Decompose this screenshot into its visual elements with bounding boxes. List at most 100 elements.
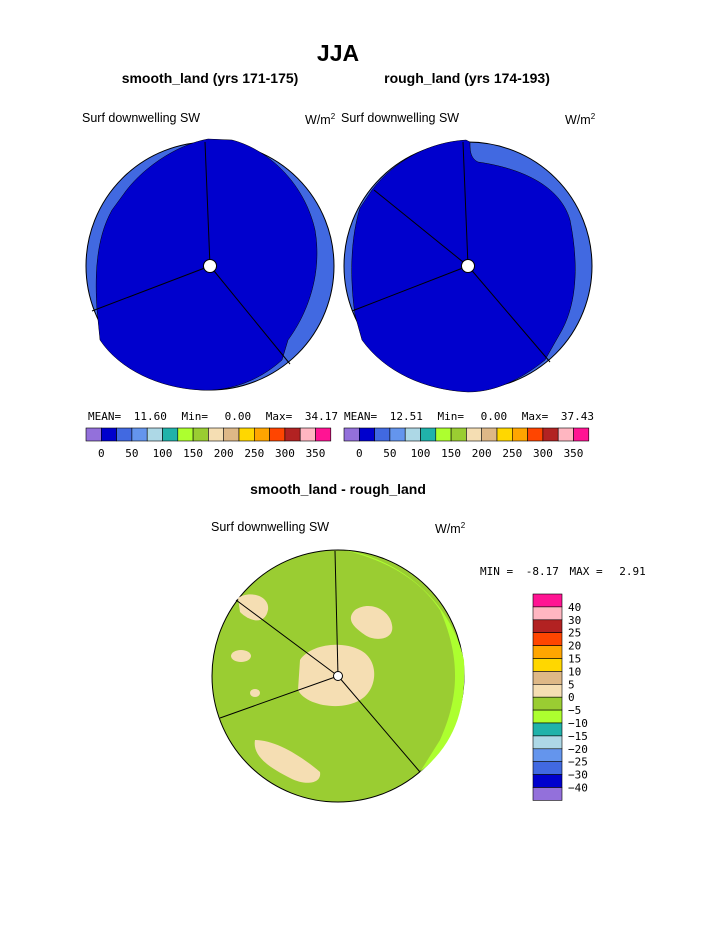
left-map-sector-line-2 [91,265,211,312]
right-min-label: Min= [437,410,465,423]
diff-colorbar-swatch [532,632,563,646]
diff-polar-map [211,549,465,803]
right-colorbar-swatch [542,427,559,442]
right-map-sector-line-3 [467,265,551,363]
left-colorbar-tick-label: 150 [183,447,203,460]
left-panel-subtitle: smooth_land (yrs 171-175) [121,70,299,86]
left-max-value: 34.17 [304,410,338,423]
left-colorbar-swatch [192,427,209,442]
diff-colorbar-tick-label: 10 [568,665,581,678]
right-units-main: W/m [565,113,591,128]
diff-colorbar-tick-label: 5 [568,678,575,691]
right-colorbar-swatch [389,427,406,442]
left-units-main: W/m [305,113,331,128]
right-panel-subtitle: rough_land (yrs 174-193) [384,70,550,86]
left-colorbar-tick-label: 50 [125,447,138,460]
diff-minmax: MIN = -8.17 MAX = 2.91 [480,565,646,578]
diff-colorbar-swatch [532,593,563,608]
diff-units-sup: 2 [460,521,466,530]
diff-colorbar-tick-label: 40 [568,601,581,614]
left-colorbar-swatch [284,427,301,442]
left-colorbar-tick-label: 250 [244,447,264,460]
right-units-sup: 2 [590,112,596,121]
right-colorbar-swatch [358,427,375,442]
left-map-sector-line-3 [209,265,291,365]
left-colorbar-tick-label: 0 [98,447,105,460]
diff-map-sector-line-3 [219,675,339,719]
right-map-sector-line-1 [462,141,469,267]
diff-colorbar-tick-label: −15 [568,730,588,743]
right-colorbar-swatch [527,427,544,442]
left-colorbar-swatch [315,427,332,442]
right-mean-label: MEAN= [344,410,378,423]
right-colorbar-tick-label: 50 [383,447,396,460]
diff-units-main: W/m [435,522,461,537]
diff-colorbar-tick-label: −20 [568,743,588,756]
diff-field-label: Surf downwelling SW [211,520,330,534]
left-max-label: Max= [265,410,293,423]
diff-map-sector-line-1 [334,550,339,677]
left-colorbar-swatch [299,427,316,442]
diff-colorbar-swatch [532,761,563,775]
left-colorbar-swatch [131,427,148,442]
diff-map-west-patch [231,650,251,662]
diff-map-sector-line-4 [337,675,421,773]
left-mean-value: 11.60 [133,410,167,423]
diff-colorbar-tick-label: 0 [568,691,575,704]
diff-colorbar-swatch [532,696,563,711]
diff-colorbar-swatch [532,671,563,685]
left-colorbar-tick-label: 200 [214,447,234,460]
right-colorbar-tick-label: 200 [472,447,492,460]
right-units-label: W/m2 [565,112,595,127]
right-colorbar: 0 50 100 150 200 250 300 350 [343,427,590,460]
left-map-sector-line-1 [204,141,211,267]
diff-colorbar-tick-label: −10 [568,717,588,730]
diff-map-small-patch [250,689,260,697]
diff-map-north-patch [350,605,393,639]
right-colorbar-swatch [511,427,528,442]
right-colorbar-swatch [404,427,421,442]
left-colorbar-swatch [238,427,255,442]
left-map-pole [203,259,217,273]
left-polar-map [85,138,335,391]
diff-map-sw-patch [254,740,321,783]
diff-colorbar-swatch [532,683,563,698]
diff-max-value: 2.91 [619,565,646,578]
page-title: JJA [316,40,360,66]
right-polar-map [343,139,593,393]
diff-units-label: W/m2 [435,521,465,536]
right-colorbar-swatch [374,427,391,442]
left-field-label: Surf downwelling SW [82,111,201,125]
diff-colorbar-tick-label: −5 [568,704,581,717]
diff-map-sector-line-2 [235,599,339,677]
left-mean-label: MEAN= [88,410,122,423]
diff-colorbar-tick-label: 30 [568,614,581,627]
diff-colorbar-swatch [532,722,563,737]
left-colorbar-swatch [177,427,194,442]
left-colorbar-tick-label: 300 [275,447,295,460]
diff-max-label: MAX = [569,565,603,578]
diff-colorbar-swatch [532,606,563,621]
right-map-sector-line-4 [373,189,469,267]
left-colorbar-tick-label: 100 [153,447,173,460]
diff-colorbar-tick-label: −40 [568,782,588,795]
diff-colorbar-swatch [532,658,563,672]
right-colorbar-swatch [557,427,574,442]
diff-colorbar-tick-label: 15 [568,653,581,666]
right-colorbar-tick-label: 300 [533,447,553,460]
diff-map-pole [333,671,343,681]
right-colorbar-swatch [420,427,437,442]
left-colorbar-swatch [101,427,117,442]
left-colorbar-swatch [254,427,270,442]
left-colorbar-tick-label: 350 [306,447,326,460]
right-colorbar-swatch [343,427,360,442]
left-colorbar-swatch [269,427,286,442]
diff-min-value: -8.17 [525,565,559,578]
diff-colorbar-swatch [532,645,563,659]
diff-colorbar-tick-label: −25 [568,756,588,769]
left-colorbar-swatch [116,427,133,442]
left-stats: MEAN= 11.60 Min= 0.00 Max= 34.17 [88,410,338,423]
right-colorbar-swatch [450,427,467,442]
diff-colorbar-swatch [532,787,563,801]
right-colorbar-tick-label: 100 [411,447,431,460]
